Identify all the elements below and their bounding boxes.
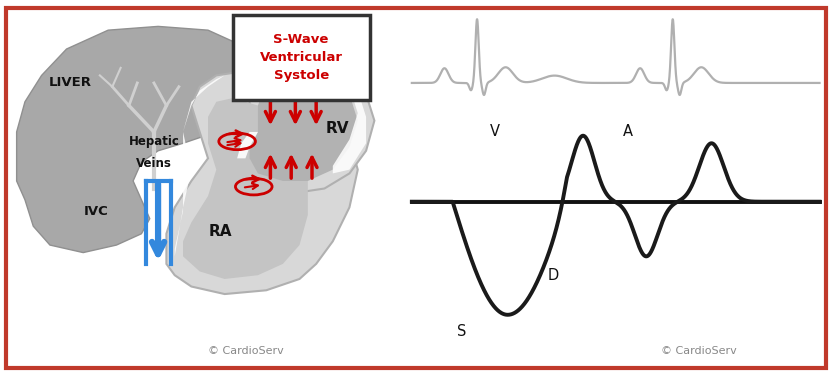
Text: Hepatic: Hepatic xyxy=(128,135,180,148)
Text: D: D xyxy=(547,268,559,283)
Text: S-Wave
Ventricular
Systole: S-Wave Ventricular Systole xyxy=(260,33,343,82)
Text: © CardioServ: © CardioServ xyxy=(207,346,284,356)
Text: A: A xyxy=(623,124,633,139)
Text: RV: RV xyxy=(325,121,349,136)
Text: Veins: Veins xyxy=(136,158,172,170)
Polygon shape xyxy=(166,72,358,294)
Text: © CardioServ: © CardioServ xyxy=(661,346,737,356)
Polygon shape xyxy=(183,98,308,279)
Text: IVC: IVC xyxy=(83,205,108,218)
Polygon shape xyxy=(333,87,366,173)
Text: RA: RA xyxy=(209,224,232,239)
Polygon shape xyxy=(17,26,266,253)
Polygon shape xyxy=(175,75,225,256)
FancyBboxPatch shape xyxy=(233,15,370,100)
Polygon shape xyxy=(250,68,358,181)
Text: LIVER: LIVER xyxy=(49,77,92,89)
Text: S: S xyxy=(457,324,467,339)
Text: V: V xyxy=(490,124,500,139)
Polygon shape xyxy=(233,60,374,192)
Polygon shape xyxy=(237,132,258,158)
